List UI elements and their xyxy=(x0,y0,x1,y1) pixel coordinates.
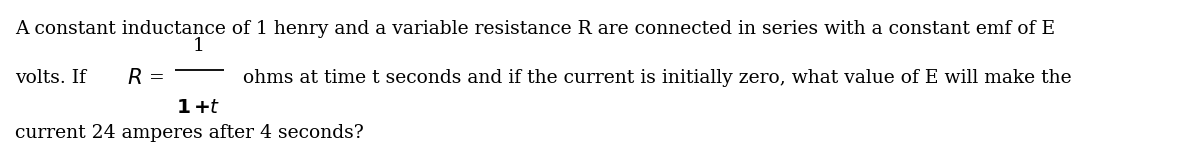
Text: volts. If: volts. If xyxy=(15,69,92,87)
Text: current 24 amperes after 4 seconds?: current 24 amperes after 4 seconds? xyxy=(15,124,365,142)
Text: ohms at time t seconds and if the current is initially zero, what value of E wil: ohms at time t seconds and if the curren… xyxy=(231,69,1071,87)
Text: $\mathbf{1+}$: $\mathbf{1+}$ xyxy=(177,98,211,117)
Text: =: = xyxy=(149,69,164,87)
Text: A constant inductance of 1 henry and a variable resistance R are connected in se: A constant inductance of 1 henry and a v… xyxy=(15,20,1055,38)
Text: $\mathbf{\it{R}}$: $\mathbf{\it{R}}$ xyxy=(127,68,142,88)
Text: $\mathbf{\it{t}}$: $\mathbf{\it{t}}$ xyxy=(210,98,219,117)
Text: 1: 1 xyxy=(192,37,205,55)
